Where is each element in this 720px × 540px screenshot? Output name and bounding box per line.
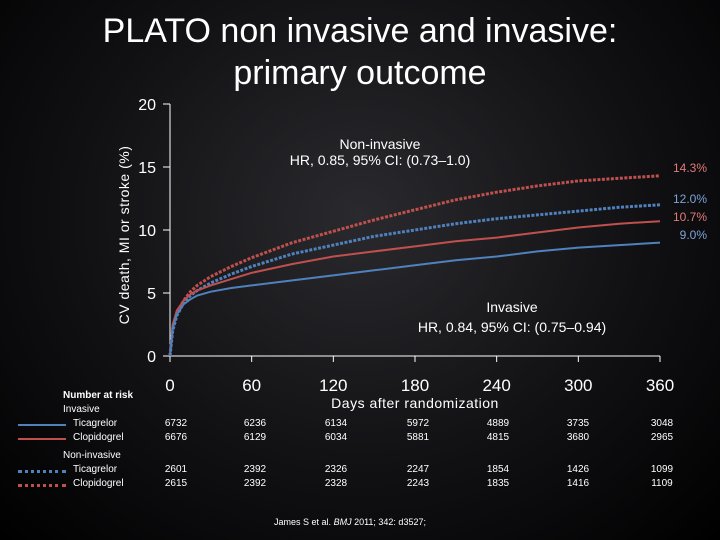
x-tick-label: 360 xyxy=(646,376,674,395)
title-line-2: primary outcome xyxy=(233,54,487,92)
end-value-label: 12.0% xyxy=(673,192,707,206)
x-axis-title: Days after randomization xyxy=(331,395,499,411)
x-tick-label: 120 xyxy=(319,376,347,395)
y-tick-label: 20 xyxy=(138,97,156,114)
chart-curves xyxy=(168,174,661,357)
curve-invasive-ticagrelor xyxy=(169,241,661,357)
y-tick-label: 0 xyxy=(147,349,156,366)
citation-suffix: 2011; 342: d3527; xyxy=(351,517,426,527)
curve-non-invasive-clopidogrel xyxy=(168,174,661,357)
x-tick-label: 300 xyxy=(564,376,592,395)
end-value-label: 9.0% xyxy=(680,228,708,242)
y-tick-label: 10 xyxy=(138,223,156,240)
slide-title: PLATO non invasive and invasive: primary… xyxy=(60,10,660,94)
x-tick-label: 0 xyxy=(165,376,174,395)
x-tick-label: 240 xyxy=(482,376,510,395)
chart-axes: 0 5 10 15 20 0 60 120 180 240 300 360 CV death, MI o… xyxy=(116,97,674,411)
y-tick-label: 5 xyxy=(147,286,156,303)
y-axis-title: CV death, MI or stroke (%) xyxy=(116,146,132,325)
annotation-hr: HR, 0.85, 95% CI: (0.73–1.0) xyxy=(290,152,471,168)
title-line-1: PLATO non invasive and invasive: xyxy=(102,12,618,50)
citation: James S et al. BMJ 2011; 342: d3527; xyxy=(220,517,480,527)
curve-invasive-clopidogrel xyxy=(169,220,661,357)
y-tick-label: 15 xyxy=(138,160,156,177)
annotation-hr: HR, 0.84, 95% CI: (0.75–0.94) xyxy=(418,319,606,335)
annotation-title: Non-invasive xyxy=(340,136,421,152)
end-value-label: 10.7% xyxy=(673,210,707,224)
citation-prefix: James S et al. xyxy=(274,517,334,527)
citation-journal: BMJ xyxy=(333,517,352,527)
x-tick-label: 180 xyxy=(401,376,429,395)
annotation-title: Invasive xyxy=(486,299,538,315)
x-tick-label: 60 xyxy=(242,376,261,395)
end-value-label: 14.3% xyxy=(673,161,707,175)
